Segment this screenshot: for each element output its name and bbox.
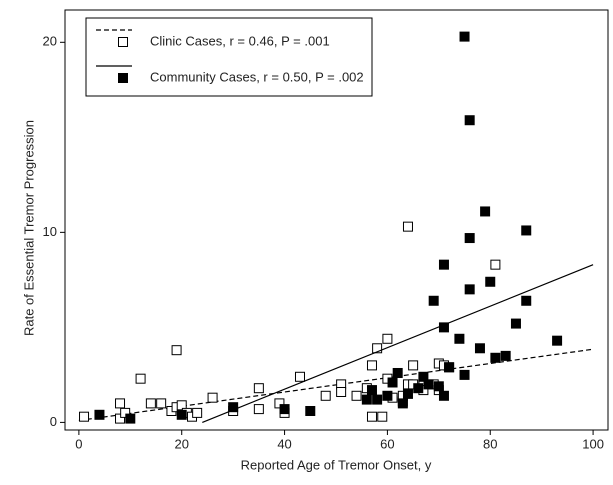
point	[485, 276, 496, 287]
point	[336, 386, 347, 397]
point	[279, 404, 290, 415]
y-tick-label: 20	[43, 34, 57, 49]
point	[552, 335, 563, 346]
legend-label: Clinic Cases, r = 0.46, P = .001	[150, 33, 330, 48]
point	[115, 398, 126, 409]
point	[464, 233, 475, 244]
point	[253, 404, 264, 415]
point	[305, 405, 316, 416]
point	[228, 402, 239, 413]
point	[402, 388, 413, 399]
point	[94, 409, 105, 420]
point	[459, 31, 470, 42]
point	[387, 377, 398, 388]
point	[521, 295, 532, 306]
point	[413, 383, 424, 394]
legend-marker	[118, 73, 128, 83]
legend-label: Community Cases, r = 0.50, P = .002	[150, 69, 364, 84]
point	[438, 259, 449, 270]
point	[474, 343, 485, 354]
x-axis-label: Reported Age of Tremor Onset, y	[241, 457, 432, 472]
point	[366, 385, 377, 396]
point	[320, 390, 331, 401]
point	[207, 392, 218, 403]
point	[351, 390, 362, 401]
point	[192, 407, 203, 418]
point	[464, 115, 475, 126]
y-axis-label: Rate of Essential Tremor Progression	[21, 120, 36, 336]
x-tick-label: 40	[277, 436, 291, 451]
point	[156, 398, 167, 409]
plot-frame	[64, 9, 609, 431]
point	[366, 360, 377, 371]
point	[176, 409, 187, 420]
x-tick-label: 100	[582, 436, 604, 451]
point	[490, 352, 501, 363]
point	[454, 333, 465, 344]
y-tick-label: 10	[43, 224, 57, 239]
point	[377, 411, 388, 422]
point	[366, 411, 377, 422]
point	[392, 367, 403, 378]
point	[423, 379, 434, 390]
point	[480, 206, 491, 217]
legend-box	[85, 17, 373, 97]
point	[120, 407, 131, 418]
point	[274, 398, 285, 409]
point	[171, 345, 182, 356]
point	[510, 318, 521, 329]
point	[408, 360, 419, 371]
point	[382, 333, 393, 344]
x-tick-label: 60	[380, 436, 394, 451]
point	[294, 371, 305, 382]
point	[428, 295, 439, 306]
point	[459, 369, 470, 380]
point	[433, 381, 444, 392]
point	[115, 413, 126, 424]
point	[372, 343, 383, 354]
point	[135, 373, 146, 384]
point	[176, 400, 187, 411]
fit-line	[78, 348, 594, 422]
point	[438, 390, 449, 401]
point	[402, 221, 413, 232]
point	[444, 362, 455, 373]
point	[253, 383, 264, 394]
point	[79, 411, 90, 422]
x-tick-label: 20	[174, 436, 188, 451]
x-tick-label: 0	[75, 436, 82, 451]
point	[361, 394, 372, 405]
x-tick-label: 80	[483, 436, 497, 451]
point	[372, 394, 383, 405]
fit-line	[202, 264, 594, 423]
point	[145, 398, 156, 409]
legend-marker	[118, 37, 128, 47]
y-tick-label: 0	[50, 414, 57, 429]
point	[418, 371, 429, 382]
point	[382, 390, 393, 401]
point	[490, 259, 501, 270]
point	[464, 284, 475, 295]
point	[521, 225, 532, 236]
point	[500, 350, 511, 361]
point	[125, 413, 136, 424]
point	[397, 398, 408, 409]
point	[438, 322, 449, 333]
